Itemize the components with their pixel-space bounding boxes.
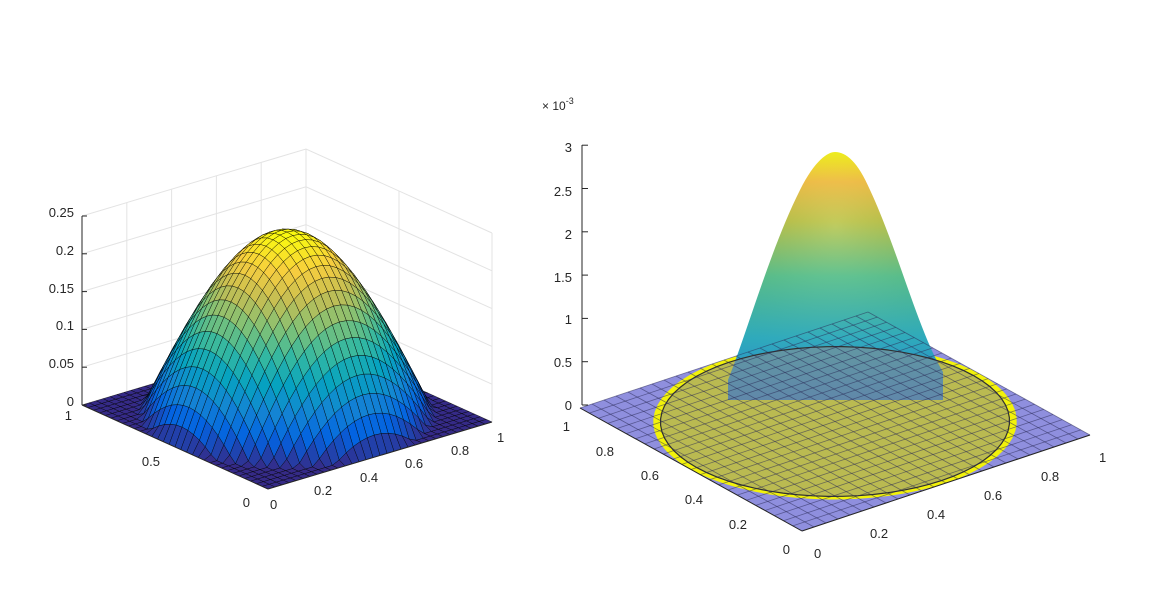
x-tick-label: 0.8	[1041, 469, 1059, 484]
z-tick-label: 0.5	[554, 355, 572, 370]
z-exponent-base: × 10-3	[542, 96, 574, 113]
axes-lines	[81, 215, 493, 490]
x-tick-label: 0.8	[451, 443, 469, 458]
x-tick-label: 1	[497, 430, 504, 445]
mesh-line	[589, 316, 878, 414]
x-tick-label: 0.2	[870, 526, 888, 541]
mesh-line	[616, 332, 906, 429]
mesh-line	[843, 319, 1067, 444]
tick-labels: 0 0.05 0.1 0.15 0.2 0.25 1 0.5 0 0 0.2 0…	[49, 205, 505, 512]
tick-labels: × 10-3 0 0.5 1 1.5 2 2.5 3 1 0.8 0.6 0.4…	[542, 96, 1106, 561]
x-tick-label: 0	[814, 546, 821, 561]
axes-lines	[579, 144, 1091, 532]
z-tick-label: 0.1	[56, 318, 74, 333]
disk-overlay	[579, 311, 1091, 532]
y-tick-label: 1	[65, 408, 72, 423]
z-tick-label: 0.2	[56, 243, 74, 258]
surface-plot-right: × 10-3 0 0.5 1 1.5 2 2.5 3 1 0.8 0.6 0.4…	[542, 96, 1106, 561]
x-tick-label: 0.6	[405, 456, 423, 471]
y-tick-label: 1	[563, 419, 570, 434]
surface-mesh	[81, 228, 493, 490]
z-tick-label: 0.05	[49, 356, 74, 371]
z-tick-label: 0	[67, 394, 74, 409]
y-axis-line	[81, 404, 269, 490]
y-tick-label: 0.8	[596, 444, 614, 459]
x-tick-label: 0.4	[360, 470, 378, 485]
y-tick-label: 0	[243, 495, 250, 510]
z-tick-label: 0.25	[49, 205, 74, 220]
z-tick-label: 2.5	[554, 184, 572, 199]
y-tick-label: 0.4	[685, 492, 703, 507]
y-tick-label: 0.5	[142, 454, 160, 469]
surface-plot-left: 0 0.05 0.1 0.15 0.2 0.25 1 0.5 0 0 0.2 0…	[49, 148, 505, 512]
y-axis-line	[579, 407, 803, 532]
mesh-line	[867, 311, 1091, 436]
x-axis-line	[267, 421, 493, 490]
y-tick-label: 0	[783, 542, 790, 557]
x-tick-label: 0	[270, 497, 277, 512]
x-axis-line	[801, 434, 1091, 532]
z-tick-label: 1.5	[554, 270, 572, 285]
y-tick-label: 0.2	[729, 517, 747, 532]
z-tick-label: 0.15	[49, 281, 74, 296]
x-tick-label: 0.6	[984, 488, 1002, 503]
mesh-line	[598, 321, 887, 419]
y-tick-label: 0.6	[641, 468, 659, 483]
mesh-line	[855, 315, 1079, 440]
z-tick-label: 1	[565, 312, 572, 327]
z-tick-label: 2	[565, 227, 572, 242]
z-tick-label: 3	[565, 140, 572, 155]
mesh-line	[579, 311, 869, 409]
z-tick-label: 0	[565, 398, 572, 413]
mesh-line	[607, 326, 896, 424]
x-tick-label: 1	[1099, 450, 1106, 465]
x-tick-label: 0.2	[314, 483, 332, 498]
mesh-line	[831, 323, 1055, 448]
x-tick-label: 0.4	[927, 507, 945, 522]
